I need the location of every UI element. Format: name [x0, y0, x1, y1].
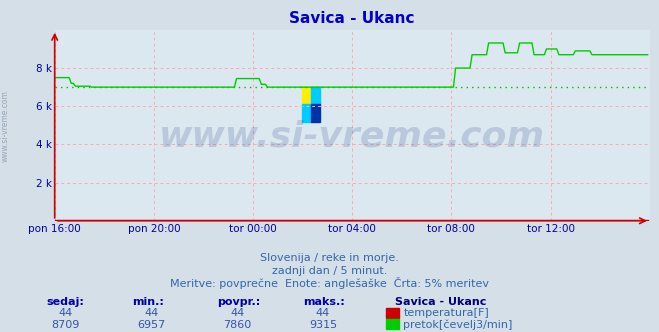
Text: pretok[čevelj3/min]: pretok[čevelj3/min] — [403, 319, 513, 330]
Text: Meritve: povprečne  Enote: anglešaške  Črta: 5% meritev: Meritve: povprečne Enote: anglešaške Črt… — [170, 277, 489, 289]
Text: www.si-vreme.com: www.si-vreme.com — [1, 90, 10, 162]
Text: 44: 44 — [230, 308, 244, 318]
Text: zadnji dan / 5 minut.: zadnji dan / 5 minut. — [272, 266, 387, 276]
Text: min.:: min.: — [132, 297, 163, 307]
Text: 8709: 8709 — [51, 320, 80, 330]
Text: 6957: 6957 — [138, 320, 165, 330]
Text: 44: 44 — [59, 308, 73, 318]
Text: 44: 44 — [144, 308, 159, 318]
Text: Slovenija / reke in morje.: Slovenija / reke in morje. — [260, 253, 399, 263]
Bar — [310, 104, 320, 122]
Title: Savica - Ukanc: Savica - Ukanc — [289, 11, 415, 26]
Text: 44: 44 — [316, 308, 330, 318]
Text: temperatura[F]: temperatura[F] — [403, 308, 489, 318]
Bar — [302, 104, 310, 122]
Text: 7860: 7860 — [223, 320, 251, 330]
Text: 9315: 9315 — [309, 320, 337, 330]
Bar — [310, 87, 320, 104]
Text: Savica - Ukanc: Savica - Ukanc — [395, 297, 487, 307]
Text: sedaj:: sedaj: — [46, 297, 84, 307]
Text: povpr.:: povpr.: — [217, 297, 261, 307]
Text: www.si-vreme.com: www.si-vreme.com — [159, 120, 545, 154]
Text: maks.:: maks.: — [303, 297, 345, 307]
Bar — [302, 87, 310, 104]
